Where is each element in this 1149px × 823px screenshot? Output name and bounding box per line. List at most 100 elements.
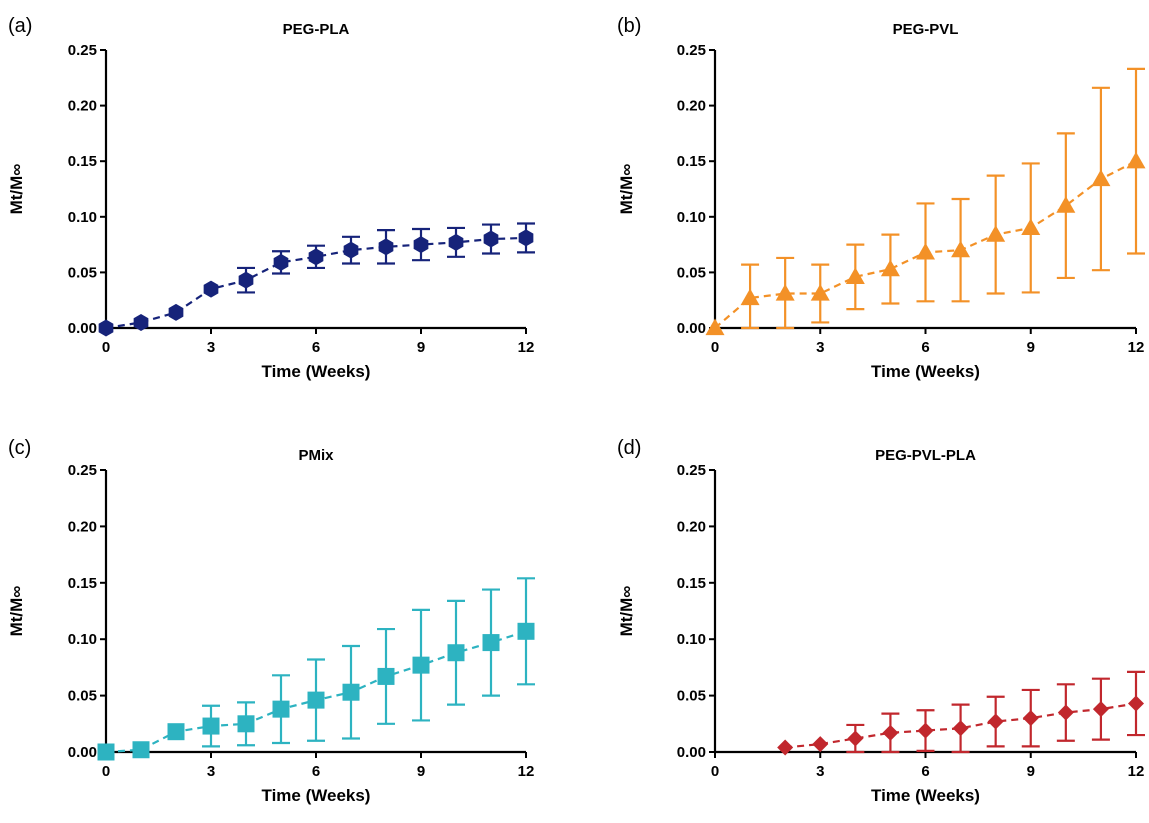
data-point: [133, 313, 149, 331]
panel-3: (c) PMix 0.00 0.05 0.10 0.15 0.20 0.25 0 3 6 9 12 Tim…: [7, 437, 535, 805]
x-tick-label: 0: [102, 339, 110, 356]
data-point: [307, 691, 325, 709]
y-tick-label: 0.10: [677, 209, 706, 226]
data-point: [98, 319, 114, 337]
y-tick-label: 0.20: [677, 518, 706, 535]
data-point: [1056, 196, 1076, 213]
y-tick-label: 0.25: [68, 462, 97, 479]
data-point: [273, 253, 289, 271]
y-tick-label: 0.05: [677, 688, 706, 705]
x-axis-label: Time (Weeks): [262, 786, 371, 805]
y-tick-label: 0.25: [677, 42, 706, 59]
data-point: [412, 656, 430, 674]
data-point: [447, 644, 465, 662]
data-point: [1092, 701, 1109, 718]
panel-letter: (c): [8, 437, 31, 459]
data-point: [1091, 169, 1111, 187]
data-point: [238, 271, 254, 289]
data-point: [308, 248, 324, 266]
x-tick-label: 9: [1027, 339, 1035, 356]
data-point: [343, 241, 359, 259]
data-point: [777, 739, 794, 756]
y-tick-label: 0.10: [677, 631, 706, 648]
data-point: [1021, 218, 1041, 236]
data-point: [168, 303, 184, 321]
x-tick-label: 0: [711, 763, 719, 780]
y-tick-label: 0.00: [677, 744, 706, 761]
data-point: [775, 284, 795, 301]
data-point: [482, 634, 500, 652]
data-point: [740, 288, 760, 306]
data-point: [880, 259, 900, 277]
panel-letter: (a): [8, 15, 32, 37]
data-point: [377, 667, 395, 685]
y-tick-label: 0.15: [68, 153, 97, 170]
data-point: [1057, 704, 1074, 721]
data-point: [847, 730, 864, 747]
x-tick-label: 9: [417, 763, 425, 780]
y-tick-label: 0.25: [68, 42, 97, 59]
y-tick-label: 0.00: [677, 320, 706, 337]
y-tick-label: 0.10: [68, 631, 97, 648]
x-tick-label: 9: [417, 339, 425, 356]
x-axis-label: Time (Weeks): [871, 362, 980, 381]
data-point: [272, 700, 290, 718]
data-point: [237, 715, 255, 733]
chart-title: PEG-PLA: [283, 21, 350, 38]
y-tick-label: 0.20: [677, 98, 706, 115]
data-point: [845, 267, 865, 284]
data-point: [413, 236, 429, 254]
data-point: [705, 318, 725, 336]
series-line: [785, 702, 1137, 749]
x-tick-label: 3: [816, 339, 824, 356]
x-axis-label: Time (Weeks): [262, 362, 371, 381]
x-axis-label: Time (Weeks): [871, 786, 980, 805]
x-tick-label: 12: [1128, 763, 1145, 780]
data-point: [448, 233, 464, 251]
data-point: [882, 724, 899, 741]
data-point: [202, 717, 220, 735]
x-tick-label: 6: [312, 763, 320, 780]
x-tick-label: 6: [312, 339, 320, 356]
y-axis-label: Mt/M∞: [617, 586, 636, 637]
y-axis-label: Mt/M∞: [7, 164, 26, 215]
y-tick-label: 0.00: [68, 744, 97, 761]
y-tick-label: 0.20: [68, 98, 97, 115]
chart-title: PEG-PVL-PLA: [875, 447, 976, 464]
x-tick-label: 0: [711, 339, 719, 356]
chart-title: PMix: [298, 447, 334, 464]
y-axis-label: Mt/M∞: [7, 586, 26, 637]
y-tick-label: 0.20: [68, 518, 97, 535]
data-point: [952, 720, 969, 737]
data-point: [916, 242, 935, 260]
y-tick-label: 0.05: [68, 264, 97, 281]
panel-1: (a) PEG-PLA 0.00 0.05 0.10 0.15 0.20 0.25 0 3 6 9 12…: [7, 15, 535, 381]
y-tick-label: 0.15: [68, 575, 97, 592]
panel-letter: (d): [617, 437, 641, 459]
data-point: [810, 284, 830, 301]
x-tick-label: 6: [921, 763, 929, 780]
data-point: [917, 722, 934, 739]
data-point: [517, 622, 535, 640]
data-point: [483, 230, 499, 248]
data-point: [951, 240, 971, 258]
x-tick-label: 3: [816, 763, 824, 780]
x-tick-label: 3: [207, 763, 215, 780]
x-tick-label: 6: [921, 339, 929, 356]
data-point: [132, 741, 150, 759]
data-point: [203, 280, 219, 298]
x-tick-label: 0: [102, 763, 110, 780]
data-point: [378, 238, 394, 256]
panel-2: (b) PEG-PVL 0.00 0.05 0.10 0.15 0.20 0.25 0 3 6 9 12…: [617, 15, 1146, 381]
y-tick-label: 0.15: [677, 153, 706, 170]
y-tick-label: 0.00: [68, 320, 97, 337]
y-axis-label: Mt/M∞: [617, 164, 636, 215]
data-point: [1128, 695, 1144, 712]
data-point: [167, 723, 185, 741]
x-tick-label: 12: [1128, 339, 1145, 356]
x-tick-label: 12: [518, 339, 535, 356]
data-point: [518, 229, 534, 247]
data-point: [97, 743, 115, 761]
data-point: [987, 713, 1004, 730]
